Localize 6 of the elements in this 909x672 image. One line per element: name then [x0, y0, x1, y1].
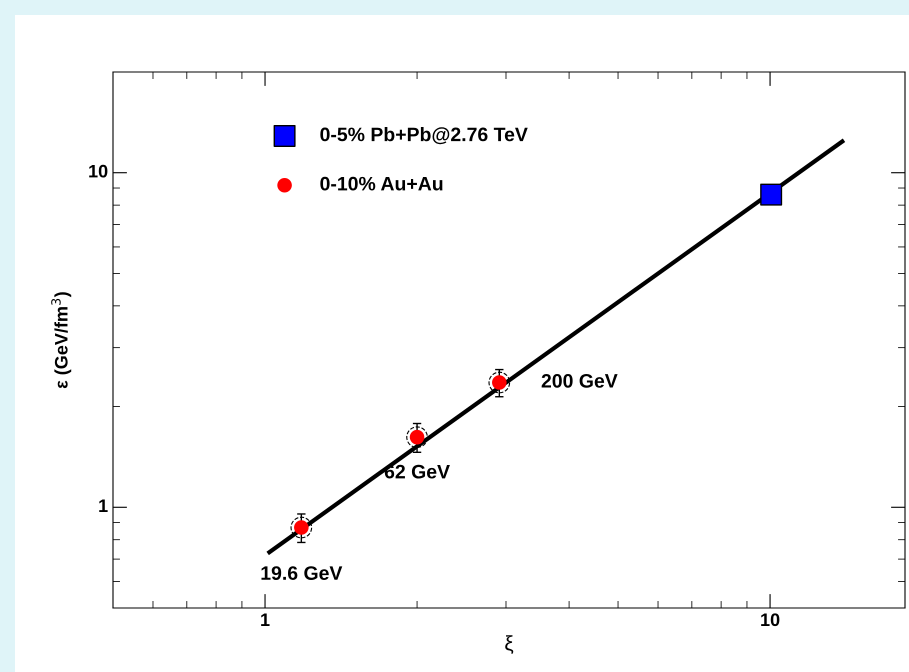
y-axis-title: ε (GeV/fm$^{3}$): [51, 292, 72, 388]
legend-label: 0-5% Pb+Pb@2.76 TeV: [320, 127, 528, 144]
x-axis-title: ξ: [505, 635, 514, 654]
annotation: 200 GeV: [542, 374, 618, 388]
legend-label: 0-10% Au+Au: [320, 176, 442, 191]
annotation: 19.6 GeV: [261, 566, 342, 580]
